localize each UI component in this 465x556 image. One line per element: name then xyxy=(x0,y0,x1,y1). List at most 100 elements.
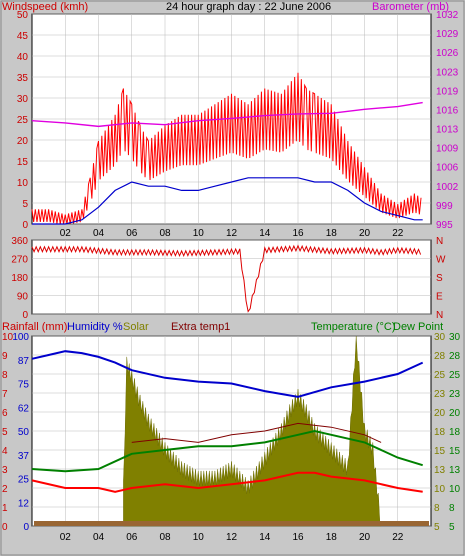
baro-tick-label: 1023 xyxy=(436,67,459,78)
compass-tick-label: N xyxy=(436,236,443,247)
solar-tick-label: 28 xyxy=(434,351,446,362)
solar-tick-label: 10 xyxy=(434,484,446,495)
series-solar xyxy=(123,335,382,527)
rainfall-tick-label: 1 xyxy=(2,503,8,514)
solar-tick-label: 8 xyxy=(434,503,440,514)
compass-tick-label: N xyxy=(436,310,443,321)
hour-tick-label: 12 xyxy=(226,228,238,239)
temperature-tick-label: 5 xyxy=(449,522,455,533)
humidity-tick-label: 50 xyxy=(18,427,30,438)
baro-tick-label: 1009 xyxy=(436,144,459,155)
baro-tick-label: 1002 xyxy=(436,182,459,193)
series-wind-direction xyxy=(31,244,422,313)
humidity-tick-label: 12 xyxy=(18,498,30,509)
series-rainfall xyxy=(34,521,429,526)
chart-dynamic-layer: 5045403530252015105010321029102610231019… xyxy=(2,10,461,543)
wind-tick-label: 50 xyxy=(17,10,29,21)
solar-tick-label: 30 xyxy=(434,332,446,343)
hour-tick-label: 18 xyxy=(326,228,338,239)
hour-tick-label: 12 xyxy=(226,532,238,543)
chart-title: 24 hour graph day : 22 June 2006 xyxy=(166,1,331,13)
temperature-tick-label: 13 xyxy=(449,465,461,476)
hour-tick-label: 08 xyxy=(159,228,171,239)
series-barometer xyxy=(31,101,423,128)
direction-tick-label: 270 xyxy=(11,255,28,266)
hour-tick-label: 02 xyxy=(60,532,72,543)
rainfall-tick-label: 3 xyxy=(2,465,8,476)
solar-tick-label: 5 xyxy=(434,522,440,533)
barometer-axis-label: Barometer (mb) xyxy=(372,1,449,13)
direction-tick-label: 180 xyxy=(11,273,28,284)
series-humidity xyxy=(31,350,424,398)
wind-tick-label: 0 xyxy=(22,220,28,231)
solar-tick-label: 20 xyxy=(434,408,446,419)
rainfall-axis-label: Rainfall (mm) xyxy=(2,321,67,333)
rainfall-tick-label: 10 xyxy=(2,332,14,343)
hour-tick-label: 04 xyxy=(93,532,105,543)
direction-tick-label: 360 xyxy=(11,236,28,247)
solar-tick-label: 18 xyxy=(434,427,446,438)
temperature-tick-label: 23 xyxy=(449,389,461,400)
series-extra-temp xyxy=(131,422,382,443)
series-temperature xyxy=(31,471,423,493)
hour-tick-label: 14 xyxy=(259,228,271,239)
hour-tick-label: 22 xyxy=(392,532,404,543)
windspeed-axis-label: Windspeed (kmh) xyxy=(2,1,88,13)
temperature-tick-label: 20 xyxy=(449,408,461,419)
rainfall-tick-label: 0 xyxy=(2,522,8,533)
baro-tick-label: 1032 xyxy=(436,10,459,21)
compass-tick-label: E xyxy=(436,292,443,303)
hour-tick-label: 10 xyxy=(193,532,205,543)
hour-tick-label: 04 xyxy=(93,228,105,239)
humidity-tick-label: 37 xyxy=(18,451,30,462)
hour-tick-label: 06 xyxy=(126,532,138,543)
humidity-tick-label: 100 xyxy=(12,332,29,343)
temperature-axis-label: Temperature (°C) xyxy=(311,321,395,333)
direction-tick-label: 90 xyxy=(17,292,29,303)
baro-tick-label: 1013 xyxy=(436,125,459,136)
humidity-tick-label: 25 xyxy=(18,475,30,486)
solar-tick-label: 25 xyxy=(434,370,446,381)
baro-tick-label: 995 xyxy=(436,220,453,231)
temperature-tick-label: 8 xyxy=(449,503,455,514)
wind-tick-label: 20 xyxy=(17,136,29,147)
series-wind-avg xyxy=(32,177,423,225)
series-dew-point xyxy=(31,429,423,473)
solar-tick-label: 13 xyxy=(434,465,446,476)
hour-tick-label: 10 xyxy=(193,228,205,239)
wind-tick-label: 15 xyxy=(17,157,29,168)
temperature-tick-label: 25 xyxy=(449,370,461,381)
wind-tick-label: 35 xyxy=(17,73,29,84)
wind-tick-label: 30 xyxy=(17,94,29,105)
wind-tick-label: 5 xyxy=(22,199,28,210)
rainfall-tick-label: 7 xyxy=(2,389,8,400)
humidity-tick-label: 75 xyxy=(18,380,30,391)
humidity-axis-label: Humidity % xyxy=(67,321,123,333)
temperature-tick-label: 28 xyxy=(449,351,461,362)
temperature-tick-label: 18 xyxy=(449,427,461,438)
baro-tick-label: 1029 xyxy=(436,29,459,40)
hour-tick-label: 22 xyxy=(392,228,404,239)
rainfall-tick-label: 9 xyxy=(2,351,8,362)
humidity-tick-label: 87 xyxy=(18,356,30,367)
direction-tick-label: 0 xyxy=(22,310,28,321)
baro-tick-label: 999 xyxy=(436,201,453,212)
humidity-tick-label: 0 xyxy=(23,522,29,533)
temperature-tick-label: 30 xyxy=(449,332,461,343)
rainfall-tick-label: 2 xyxy=(2,484,8,495)
hour-tick-label: 20 xyxy=(359,228,371,239)
solar-tick-label: 23 xyxy=(434,389,446,400)
rainfall-tick-label: 5 xyxy=(2,427,8,438)
wind-tick-label: 25 xyxy=(17,115,29,126)
compass-tick-label: W xyxy=(436,255,446,266)
hour-tick-label: 02 xyxy=(60,228,72,239)
hour-tick-label: 18 xyxy=(326,532,338,543)
compass-tick-label: S xyxy=(436,273,443,284)
rainfall-tick-label: 4 xyxy=(2,446,8,457)
rainfall-tick-label: 6 xyxy=(2,408,8,419)
humidity-tick-label: 62 xyxy=(18,403,30,414)
baro-tick-label: 1026 xyxy=(436,48,459,59)
temperature-tick-label: 15 xyxy=(449,446,461,457)
